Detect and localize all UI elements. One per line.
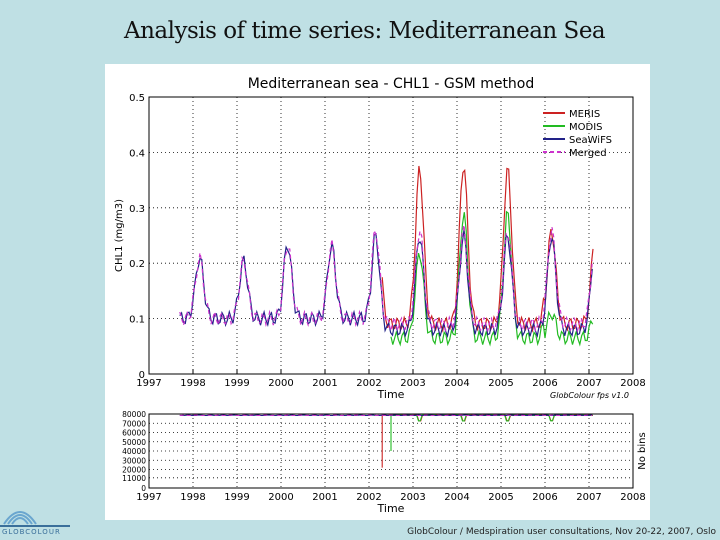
- bins-x-tick-label: 2006: [532, 492, 557, 503]
- logo-text: GLOBCOLOUR: [2, 528, 61, 536]
- series-line-meris: [381, 165, 594, 333]
- main-x-tick-label: 1999: [224, 378, 249, 389]
- main-plot-frame: [148, 96, 634, 375]
- bins-y-tick-label: 70000: [122, 419, 146, 428]
- main-x-tick-label: 2002: [356, 378, 381, 389]
- bins-y-tick-label: 60000: [122, 429, 146, 438]
- legend-label-meris: MERIS: [569, 109, 600, 120]
- bins-x-tick-label: 2004: [444, 492, 469, 503]
- main-y-tick-label: 0.5: [129, 93, 145, 104]
- chart-svg: Mediterranean sea - CHL1 - GSM method 199…: [114, 76, 648, 515]
- main-x-tick-label: 1997: [136, 378, 161, 389]
- main-x-tick-label: 2000: [268, 378, 293, 389]
- main-x-axis-label: Time: [377, 388, 405, 401]
- bins-x-tick-label: 2008: [620, 492, 645, 503]
- main-x-tick-label: 2007: [576, 378, 601, 389]
- footer-text: GlobColour / Medspiration user consultat…: [407, 527, 716, 537]
- main-x-tick-label: 2008: [620, 378, 645, 389]
- chart-figure: Mediterranean sea - CHL1 - GSM method 199…: [105, 64, 650, 520]
- bins-x-axis-label: Time: [377, 502, 405, 515]
- main-y-tick-label: 0.3: [129, 204, 145, 215]
- main-x-tick-label: 2004: [444, 378, 469, 389]
- bins-x-tick-label: 2007: [576, 492, 601, 503]
- bins-x-tick-label: 1997: [136, 492, 161, 503]
- bins-y-axis-label: No bins: [637, 432, 648, 469]
- bins-x-tick-label: 2003: [400, 492, 425, 503]
- bins-x-tick-label: 1998: [180, 492, 205, 503]
- bins-y-tick-label: 11000: [122, 474, 146, 483]
- bins-y-tick-label: 80000: [122, 410, 146, 419]
- bins-x-tick-label: 2001: [312, 492, 337, 503]
- bins-x-tick-label: 2005: [488, 492, 513, 503]
- main-x-tick-label: 2003: [400, 378, 425, 389]
- legend-label-seawifs: SeaWiFS: [569, 135, 612, 146]
- series-line-merged: [179, 224, 593, 333]
- main-y-tick-label: 0.4: [129, 148, 145, 159]
- bins-y-tick-label: 30000: [122, 456, 146, 465]
- bins-y-tick-label: 20000: [122, 466, 146, 475]
- main-x-tick-label: 1998: [180, 378, 205, 389]
- chart-title: Mediterranean sea - CHL1 - GSM method: [248, 76, 535, 92]
- slide-title: Analysis of time series: Mediterranean S…: [124, 18, 606, 44]
- legend-label-merged: Merged: [569, 148, 607, 159]
- bins-y-tick-label: 40000: [122, 447, 146, 456]
- main-x-tick-label: 2006: [532, 378, 557, 389]
- main-y-tick-label: 0.2: [129, 259, 145, 270]
- bins-line-merged: [179, 414, 593, 417]
- bins-y-tick-label: 0: [141, 484, 146, 493]
- main-y-tick-label: 0.1: [129, 315, 145, 326]
- series-line-seawifs: [179, 229, 593, 339]
- main-y-axis-label: CHL1 (mg/m3): [114, 199, 125, 272]
- globcolour-logo: [0, 490, 70, 540]
- legend-label-modis: MODIS: [569, 122, 603, 133]
- chart-credit: GlobColour fps v1.0: [550, 391, 629, 400]
- bins-x-tick-label: 2000: [268, 492, 293, 503]
- main-x-tick-label: 2001: [312, 378, 337, 389]
- bins-y-tick-label: 50000: [122, 438, 146, 447]
- main-y-tick-label: 0: [139, 370, 145, 381]
- bins-line-meris: [381, 414, 594, 468]
- main-x-tick-label: 2005: [488, 378, 513, 389]
- bins-x-tick-label: 2002: [356, 492, 381, 503]
- bins-x-tick-label: 1999: [224, 492, 249, 503]
